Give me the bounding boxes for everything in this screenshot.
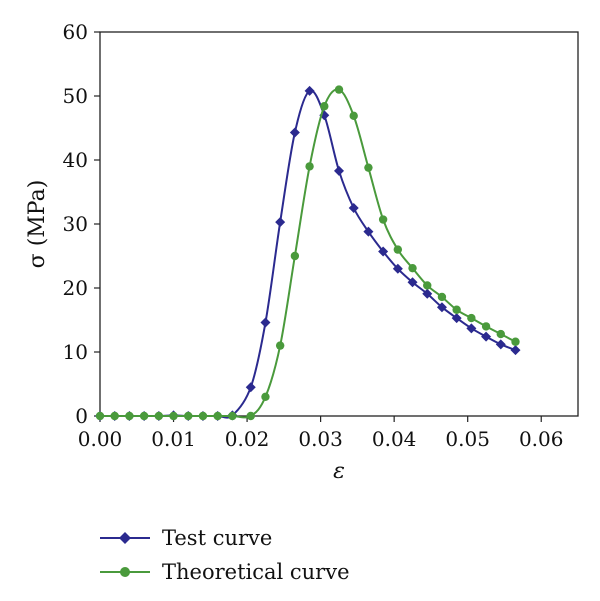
x-axis-label: ε (333, 459, 345, 484)
y-axis-ticks: 0 10 20 30 40 50 60 (63, 20, 100, 428)
y-tick-label: 0 (75, 404, 88, 428)
data-point (275, 217, 286, 228)
data-point (246, 411, 255, 421)
x-tick-label: 0.04 (372, 427, 417, 451)
data-point (407, 277, 418, 288)
y-tick-label: 20 (63, 276, 88, 300)
data-point (436, 302, 447, 313)
legend: Test curve Theoretical curve (100, 526, 350, 584)
series-line-test-curve (99, 89, 516, 419)
series-line-theoretical-curve (99, 88, 516, 419)
data-point (481, 322, 491, 331)
legend-item-test-curve: Test curve (100, 526, 272, 550)
data-point (320, 102, 329, 111)
data-point (511, 337, 520, 346)
legend-item-theoretical-curve: Theoretical curve (100, 560, 350, 584)
data-point (305, 162, 314, 171)
x-tick-label: 0.05 (445, 427, 490, 451)
data-point (392, 263, 403, 274)
data-point (290, 251, 300, 261)
data-point (213, 411, 222, 421)
y-tick-label: 40 (63, 148, 88, 172)
data-point (125, 411, 134, 421)
data-point (422, 288, 433, 299)
x-tick-label: 0.03 (298, 427, 343, 451)
data-point (378, 246, 389, 257)
series-layer (95, 85, 521, 421)
data-point (304, 85, 315, 96)
x-tick-label: 0.00 (78, 427, 123, 451)
data-point (169, 411, 178, 421)
x-tick-label: 0.01 (151, 427, 196, 451)
data-point (452, 305, 461, 314)
legend-label-test-curve: Test curve (162, 526, 272, 550)
legend-marker-theoretical-curve (120, 567, 130, 577)
legend-marker-test-curve (119, 532, 131, 544)
y-tick-label: 60 (63, 20, 88, 44)
x-tick-label: 0.02 (225, 427, 270, 451)
data-point (261, 392, 270, 401)
data-point (408, 263, 417, 273)
data-point (275, 341, 285, 350)
data-point (363, 226, 374, 237)
data-point (496, 329, 505, 339)
y-axis-label: σ (MPa) (25, 180, 50, 269)
series-theoretical-curve (95, 85, 520, 421)
data-point (334, 85, 344, 94)
data-point (349, 111, 358, 121)
data-point (260, 317, 271, 328)
data-point (154, 411, 164, 421)
data-point (510, 345, 521, 356)
data-point (184, 411, 193, 421)
series-test-curve (95, 85, 521, 421)
data-point (481, 331, 492, 342)
legend-label-theoretical-curve: Theoretical curve (162, 560, 350, 584)
y-tick-label: 30 (63, 212, 88, 236)
data-point (364, 163, 373, 172)
data-point (437, 292, 447, 302)
data-point (110, 411, 119, 421)
data-point (198, 411, 208, 421)
data-point (245, 382, 256, 393)
y-tick-label: 10 (63, 340, 88, 364)
data-point (495, 339, 506, 350)
data-point (467, 313, 476, 323)
data-point (466, 323, 477, 334)
x-axis-ticks: 0.00 0.01 0.02 0.03 0.04 0.05 0.06 (78, 416, 564, 451)
data-point (393, 245, 403, 254)
x-tick-label: 0.06 (519, 427, 564, 451)
data-point (378, 215, 388, 224)
data-point (228, 411, 237, 421)
data-point (348, 203, 359, 213)
data-point (95, 411, 105, 421)
data-point (289, 127, 300, 138)
data-point (139, 411, 149, 421)
y-tick-label: 50 (63, 84, 88, 108)
data-point (423, 281, 432, 290)
data-point (451, 313, 462, 324)
data-point (334, 165, 344, 176)
